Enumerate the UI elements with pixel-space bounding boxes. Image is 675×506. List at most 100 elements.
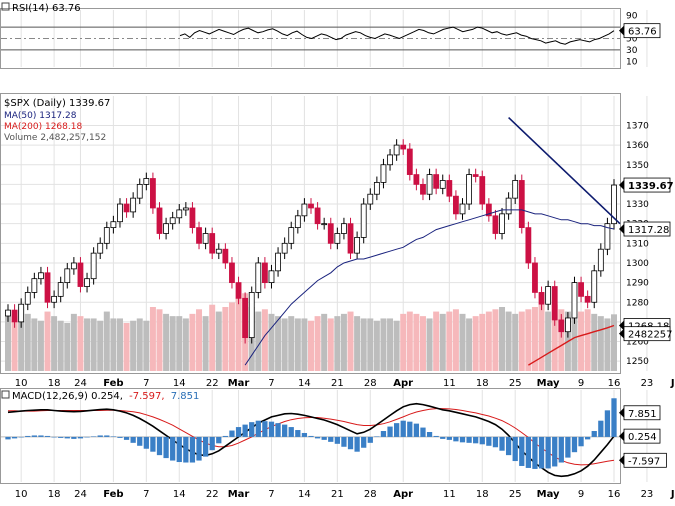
rsi-legend: RSI(14) 63.76	[12, 3, 81, 14]
candle-body	[301, 203, 308, 217]
x-tick-label: 16	[608, 489, 621, 500]
price-tick-label: 1370	[626, 121, 649, 131]
candle-body	[77, 262, 84, 287]
candle-body	[354, 237, 361, 254]
candle-body	[209, 233, 216, 254]
volume-bar	[77, 316, 84, 371]
x-tick-label: 11	[443, 378, 456, 389]
macd-hist-bar	[525, 436, 532, 468]
volume-bar	[11, 316, 18, 371]
macd-hist-bar	[275, 423, 281, 437]
macd-hist-bar	[110, 436, 117, 437]
macd-hist-bar	[11, 436, 18, 439]
macd-hist-bar	[426, 432, 433, 437]
price-tick-label: 1250	[626, 357, 649, 367]
x-tick-label: 28	[364, 378, 377, 389]
volume-bar	[130, 320, 137, 371]
volume-bar	[261, 309, 268, 371]
volume-bar	[393, 320, 400, 371]
candle-body	[150, 178, 156, 209]
macd-hist-bar	[453, 436, 459, 442]
macd-hist-bar	[282, 424, 288, 437]
volume-bar	[136, 318, 143, 371]
price-tick-label: 1290	[626, 279, 649, 289]
macd-hist-bar	[374, 436, 380, 437]
volume-bar	[84, 318, 91, 371]
volume-bar	[525, 309, 532, 371]
macd-hist-bar	[216, 436, 222, 444]
volume-bar	[294, 318, 301, 371]
macd-hist-bar	[552, 436, 558, 467]
candle-body	[604, 223, 611, 250]
volume-bar	[485, 311, 492, 371]
volume-bar	[163, 313, 170, 371]
volume-bar	[380, 318, 387, 371]
macd-hist-bar	[242, 424, 248, 437]
volume-bar	[433, 311, 440, 371]
x-tick-label: 22	[206, 489, 219, 500]
x-tick-label: 9	[578, 378, 584, 389]
price-tick-label: 1310	[626, 239, 649, 249]
x-tick-label: 24	[74, 489, 87, 500]
rsi-tick-label: 50	[626, 35, 638, 45]
x-tick-label: 23	[641, 489, 654, 500]
price-tick-label: 1360	[626, 141, 649, 151]
candle-body	[597, 248, 604, 272]
macd-value-label: 0.254	[628, 432, 657, 443]
volume-bar	[499, 307, 506, 371]
candle-body	[90, 252, 97, 280]
rsi-tick-label: 90	[626, 12, 638, 22]
macd-hist-bar	[58, 436, 64, 438]
macd-legend-value: MACD(12,26,9) 0.254,	[12, 391, 123, 402]
candle-body	[433, 174, 440, 189]
x-tick-label: Apr	[393, 489, 413, 500]
volume-bar	[209, 304, 216, 371]
candle-body	[123, 203, 130, 213]
candle-body	[578, 282, 584, 297]
candle-body	[288, 227, 295, 244]
x-tick-label: 18	[476, 489, 489, 500]
candle-body	[84, 278, 90, 287]
candle-body	[189, 207, 196, 229]
volume-bar	[228, 302, 235, 371]
macd-hist-bar	[585, 436, 591, 440]
candle-body	[24, 292, 31, 305]
x-tick-label: 23	[641, 378, 654, 389]
price-value-pointer	[619, 180, 624, 191]
candle-body	[156, 207, 163, 234]
volume-bar	[143, 320, 150, 371]
volume-legend: Volume 2,482,257,152	[4, 133, 106, 143]
volume-bar	[235, 297, 242, 371]
macd-hist-bar	[295, 430, 301, 437]
candle-body	[360, 203, 367, 238]
macd-hist-bar	[235, 427, 242, 437]
macd-hist-bar	[459, 436, 466, 443]
macd-hist-bar	[288, 427, 294, 437]
x-tick-label: 21	[331, 378, 344, 389]
volume-bar	[512, 313, 519, 371]
macd-hist-bar	[611, 398, 617, 437]
rsi-line	[179, 26, 615, 45]
candle-body	[110, 221, 117, 229]
rsi-legend-swatch	[1, 2, 10, 11]
ma200-line	[528, 324, 615, 366]
macd-hist-bar	[492, 436, 499, 448]
volume-bar	[466, 318, 473, 371]
candle-body	[558, 319, 565, 333]
candle-body	[163, 223, 169, 234]
macd-value-pointer	[619, 431, 624, 442]
candle-body	[551, 286, 558, 321]
volume-bar	[51, 316, 58, 371]
macd-hist-bar	[341, 436, 347, 447]
volume-bar	[597, 316, 604, 371]
x-tick-label: 7	[143, 378, 149, 389]
candle-body	[532, 262, 538, 293]
candle-body	[505, 197, 512, 215]
candle-body	[196, 227, 202, 244]
candle-body	[5, 309, 11, 317]
candle-body	[255, 262, 262, 293]
macd-hist-bar	[123, 436, 130, 440]
x-tick-label: 11	[443, 489, 456, 500]
volume-bar	[492, 309, 499, 371]
